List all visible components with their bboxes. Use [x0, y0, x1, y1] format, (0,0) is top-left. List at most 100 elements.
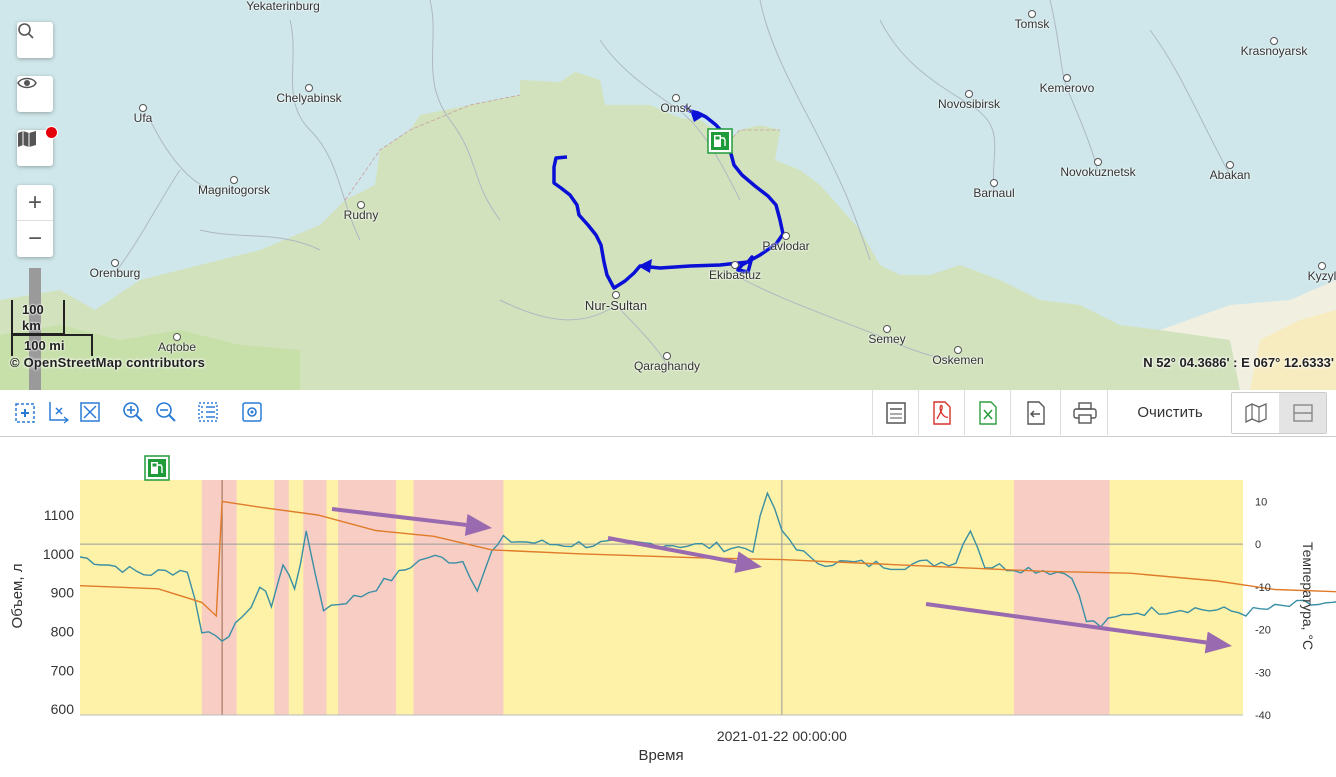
- city-label: Semey: [868, 332, 906, 346]
- parking-band: [1013, 480, 1110, 715]
- trend-arrow-line: [607, 536, 737, 565]
- fuel-temperature-chart[interactable]: 600 700 800 900 1000 1100 10 0 -10 -20 -30 -40 2021-…: [0, 436, 1336, 777]
- trend-arrow-head: [1204, 631, 1232, 654]
- y-left-tick-label: 600: [51, 701, 75, 717]
- city-dot: [954, 346, 962, 354]
- fuel-station-icon[interactable]: [707, 128, 733, 154]
- trend-arrow-line: [331, 507, 467, 527]
- export-button[interactable]: [1010, 390, 1061, 435]
- clear-button[interactable]: Очистить: [1107, 390, 1232, 435]
- city-dot: [663, 352, 671, 360]
- route-arrow-icon: [638, 259, 652, 273]
- search-icon: [18, 23, 34, 39]
- city-label: Kyzyl: [1307, 269, 1336, 283]
- city-label: Rudny: [343, 208, 379, 222]
- trend-arrow-head: [734, 551, 762, 573]
- eye-icon: [17, 77, 37, 89]
- parking-band: [274, 480, 289, 715]
- city-dot: [965, 90, 973, 98]
- city-dot: [139, 104, 147, 112]
- fuel-station-icon[interactable]: [144, 455, 170, 481]
- map-canvas[interactable]: [0, 0, 1336, 390]
- screenshot-icon: [242, 402, 262, 422]
- cursor-coordinates: N 52° 04.3686' : E 067° 12.6333': [1143, 355, 1334, 370]
- visibility-button[interactable]: [17, 76, 53, 112]
- map-attribution[interactable]: © OpenStreetMap contributors: [10, 355, 206, 370]
- map-land-kazakhstan: [0, 72, 1240, 390]
- map-land-mongolia: [1250, 310, 1336, 390]
- trend-arrows: [331, 507, 1232, 654]
- city-dot: [357, 201, 365, 209]
- split-view-button[interactable]: [1279, 393, 1326, 433]
- city-dot: [612, 291, 620, 299]
- print-icon: [1072, 401, 1097, 424]
- fit-icon: [80, 402, 100, 422]
- series-volume: [79, 500, 1336, 618]
- y-left-tick-label: 1100: [44, 507, 74, 523]
- reset-axis-button[interactable]: [42, 396, 74, 428]
- city-label: Abakan: [1209, 168, 1251, 182]
- city-dot: [173, 333, 181, 341]
- y-right-tick-label: -30: [1255, 667, 1271, 679]
- y-left-tick-label: 700: [51, 662, 75, 678]
- y-right-tick-label: -20: [1255, 625, 1271, 637]
- split-view-icon: [1292, 404, 1313, 422]
- map-view-icon: [1244, 403, 1267, 423]
- view-toggle: [1231, 392, 1327, 434]
- notification-dot: [45, 126, 58, 139]
- y-left-tick-label: 900: [51, 585, 75, 601]
- reset-axis-icon: [49, 402, 69, 424]
- pdf-button[interactable]: [918, 390, 965, 435]
- city-dot: [1028, 10, 1036, 18]
- x-tick-label: 2021-01-22 00:00:00: [717, 728, 847, 744]
- city-label: Nur-Sultan: [584, 298, 648, 313]
- map-icon: [18, 131, 36, 147]
- chart-toolbar: Очистить: [0, 390, 1336, 437]
- fit-button[interactable]: [74, 396, 106, 428]
- scale-mi-label: 100 mi: [24, 338, 65, 353]
- trend-arrow-line: [925, 602, 1207, 645]
- parking-band: [201, 480, 237, 715]
- city-label: Omsk: [660, 101, 692, 115]
- select-zoom-button[interactable]: [10, 396, 42, 428]
- chart-zoom-out-button[interactable]: [150, 396, 182, 428]
- city-dot: [111, 259, 119, 267]
- city-label: Novosibirsk: [937, 97, 1001, 111]
- vehicle-route: [552, 104, 785, 290]
- excel-button[interactable]: [964, 390, 1011, 435]
- city-label: Kemerovo: [1039, 81, 1095, 95]
- map-view-button[interactable]: [1232, 393, 1279, 433]
- export-icon: [1027, 400, 1045, 425]
- zoom-control: + −: [17, 185, 53, 257]
- city-label: Krasnoyarsk: [1240, 44, 1308, 58]
- excel-icon: [979, 400, 997, 425]
- zoom-in-icon: [123, 402, 143, 422]
- y-right-tick-label: -40: [1255, 710, 1271, 722]
- city-dot: [305, 84, 313, 92]
- city-label: Novokuznetsk: [1060, 165, 1136, 179]
- report-button[interactable]: [872, 390, 919, 435]
- city-dot: [990, 179, 998, 187]
- legend-list-button[interactable]: [192, 396, 224, 428]
- city-label: Barnaul: [973, 186, 1015, 200]
- map-view[interactable]: Yekaterinburg Tomsk Krasnoyarsk Chelyabinsk…: [0, 0, 1336, 390]
- parking-band: [413, 480, 504, 715]
- screenshot-button[interactable]: [236, 396, 268, 428]
- y-left-axis-label: Объем, л: [9, 564, 26, 629]
- zoom-slider[interactable]: [29, 268, 41, 390]
- series-temperature: [79, 491, 1336, 642]
- zoom-out-icon: [156, 402, 176, 422]
- zoom-out-button[interactable]: −: [17, 220, 53, 256]
- search-button[interactable]: [17, 22, 53, 58]
- route-arrow-icon: [690, 110, 702, 122]
- city-dot: [731, 261, 739, 269]
- zoom-in-button[interactable]: +: [27, 188, 42, 216]
- city-dot: [1063, 74, 1071, 82]
- city-dot: [1270, 37, 1278, 45]
- parking-band: [303, 480, 327, 715]
- y-right-tick-label: -10: [1255, 582, 1271, 594]
- chart-zoom-in-button[interactable]: [117, 396, 149, 428]
- y-left-tick-label: 1000: [43, 546, 74, 562]
- city-label: Yekaterinburg: [246, 0, 320, 13]
- print-button[interactable]: [1060, 390, 1108, 435]
